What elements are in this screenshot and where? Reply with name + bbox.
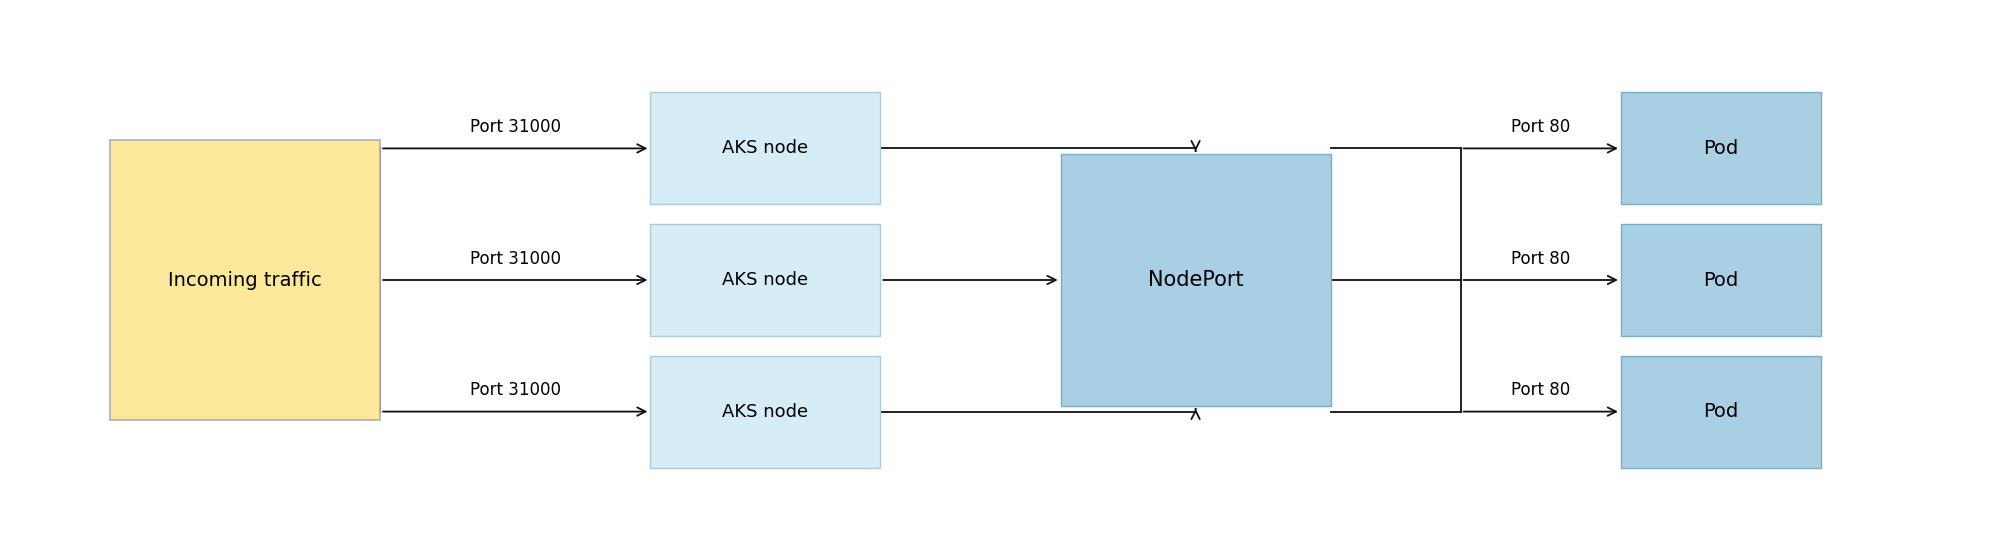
Text: Port 80: Port 80 bbox=[1511, 381, 1571, 399]
Text: AKS node: AKS node bbox=[722, 139, 808, 157]
Text: Port 31000: Port 31000 bbox=[470, 381, 560, 399]
FancyBboxPatch shape bbox=[1621, 92, 1821, 204]
FancyBboxPatch shape bbox=[650, 92, 880, 204]
Text: Port 31000: Port 31000 bbox=[470, 118, 560, 136]
FancyBboxPatch shape bbox=[650, 224, 880, 336]
Text: AKS node: AKS node bbox=[722, 403, 808, 421]
FancyBboxPatch shape bbox=[110, 140, 380, 420]
FancyBboxPatch shape bbox=[1621, 224, 1821, 336]
Text: Pod: Pod bbox=[1703, 402, 1739, 421]
Text: NodePort: NodePort bbox=[1149, 270, 1243, 290]
FancyBboxPatch shape bbox=[650, 356, 880, 468]
Text: Port 80: Port 80 bbox=[1511, 250, 1571, 268]
Text: Incoming traffic: Incoming traffic bbox=[168, 270, 322, 290]
Text: Port 80: Port 80 bbox=[1511, 118, 1571, 136]
FancyBboxPatch shape bbox=[1061, 154, 1331, 406]
FancyBboxPatch shape bbox=[1621, 356, 1821, 468]
Text: Pod: Pod bbox=[1703, 270, 1739, 290]
Text: Port 31000: Port 31000 bbox=[470, 250, 560, 268]
Text: AKS node: AKS node bbox=[722, 271, 808, 289]
Text: Pod: Pod bbox=[1703, 139, 1739, 158]
